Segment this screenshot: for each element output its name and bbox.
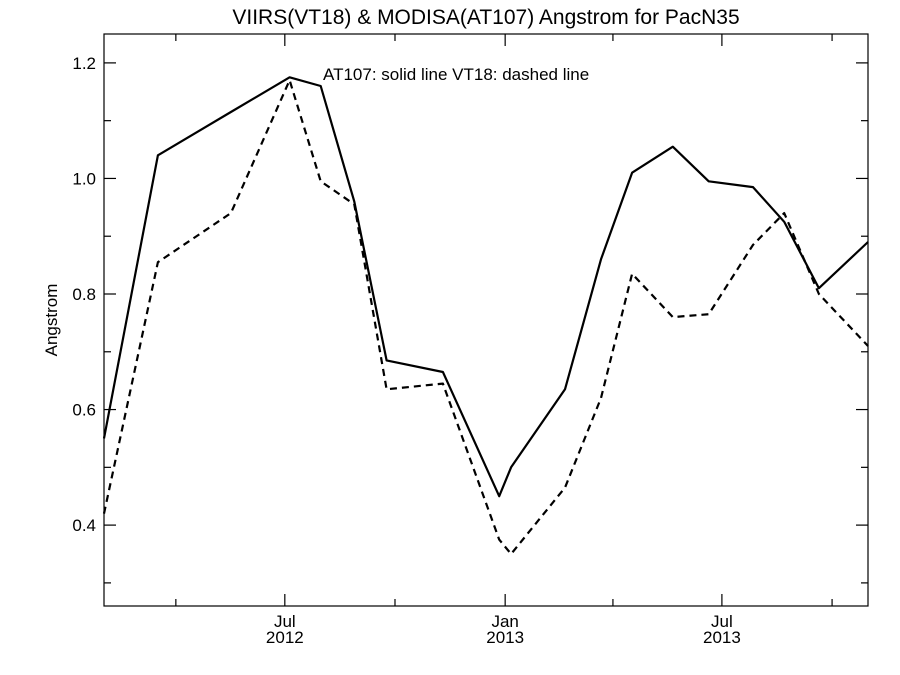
y-axis-label: Angstrom <box>42 284 61 357</box>
x-tick-label-month: Jul <box>274 612 296 631</box>
x-tick-label-month: Jul <box>711 612 733 631</box>
y-tick-label: 1.2 <box>72 54 96 73</box>
y-tick-label: 0.4 <box>72 516 96 535</box>
plot-frame <box>103 33 869 607</box>
x-tick-label-year: 2013 <box>703 628 741 647</box>
x-tick-label-year: 2013 <box>486 628 524 647</box>
y-tick-label: 1.0 <box>72 169 96 188</box>
y-tick-label: 0.8 <box>72 285 96 304</box>
series-lines <box>102 76 869 556</box>
y-tick-label: 0.6 <box>72 401 96 420</box>
series-line-at107 <box>102 76 869 498</box>
x-tick-label-month: Jan <box>491 612 518 631</box>
legend-annotation: AT107: solid line VT18: dashed line <box>323 65 589 84</box>
series-line-vt18 <box>102 79 869 556</box>
x-tick-label-year: 2012 <box>266 628 304 647</box>
chart-title: VIIRS(VT18) & MODISA(AT107) Angstrom for… <box>232 6 739 29</box>
